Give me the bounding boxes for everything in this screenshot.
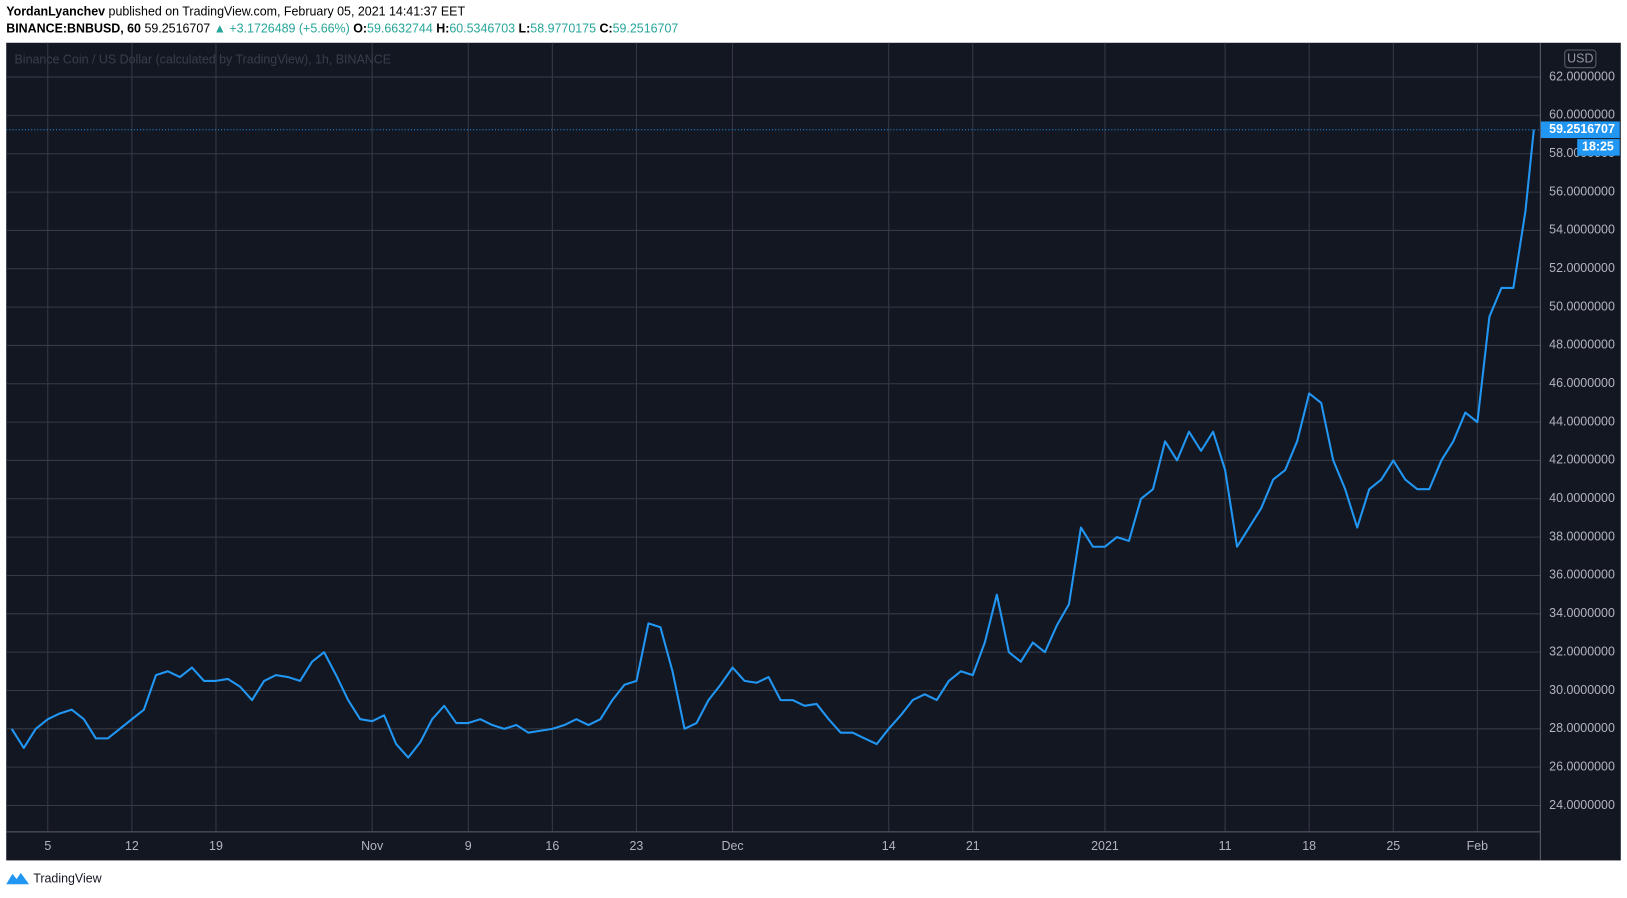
y-tick-label: 34.0000000 (1549, 606, 1615, 620)
x-tick-label: Nov (361, 839, 384, 853)
header-line: YordanLyanchev published on TradingView.… (6, 5, 465, 19)
y-tick-label: 28.0000000 (1549, 721, 1615, 735)
x-tick-label: 25 (1386, 839, 1400, 853)
x-tick-label: 19 (209, 839, 223, 853)
y-tick-label: 42.0000000 (1549, 453, 1615, 467)
author: YordanLyanchev (6, 5, 105, 19)
x-tick-label: 14 (882, 839, 896, 853)
y-tick-label: 60.0000000 (1549, 108, 1615, 122)
x-tick-label: 2021 (1091, 839, 1119, 853)
y-tick-label: 62.0000000 (1549, 69, 1615, 83)
c-label: C: (599, 22, 612, 36)
c: 59.2516707 (613, 22, 679, 36)
x-tick-label: Dec (721, 839, 743, 853)
l: 58.9770175 (530, 22, 596, 36)
y-tick-label: 56.0000000 (1549, 184, 1615, 198)
currency-box (1564, 49, 1597, 69)
price-tag-label: 59.2516707 (1549, 122, 1615, 136)
x-tick-label: 21 (966, 839, 980, 853)
y-tick-label: 26.0000000 (1549, 759, 1615, 773)
y-tick-label: 54.0000000 (1549, 223, 1615, 237)
countdown-tag (1577, 139, 1620, 156)
h-label: H: (436, 22, 449, 36)
y-tick-label: 38.0000000 (1549, 529, 1615, 543)
price-line (10, 129, 1535, 759)
published: published on TradingView.com, February 0… (109, 5, 466, 19)
price-tag (1540, 121, 1620, 139)
x-tick-label: 5 (44, 839, 51, 853)
x-tick-label: 18 (1302, 839, 1316, 853)
logo-icon (6, 872, 30, 885)
h: 60.5346703 (449, 22, 515, 36)
footer-logo: TradingView (6, 871, 103, 885)
x-tick-label: 16 (545, 839, 559, 853)
x-tick-label: 12 (125, 839, 139, 853)
countdown: 18:25 (1582, 140, 1614, 154)
y-tick-label: 30.0000000 (1549, 683, 1615, 697)
l-label: L: (519, 22, 531, 36)
x-tick-label: 23 (630, 839, 644, 853)
change: ▲ +3.1726489 (+5.66%) (214, 22, 350, 36)
last: 59.2516707 (144, 22, 210, 36)
grid (6, 42, 1540, 832)
y-tick-label: 32.0000000 (1549, 644, 1615, 658)
y-tick-label: 44.0000000 (1549, 414, 1615, 428)
footer-brand: TradingView (33, 871, 102, 885)
y-tick-label: 50.0000000 (1549, 299, 1615, 313)
y-tick-label: 48.0000000 (1549, 338, 1615, 352)
y-tick-label: 40.0000000 (1549, 491, 1615, 505)
x-tick-label: 11 (1219, 839, 1232, 853)
watermark: Binance Coin / US Dollar (calculated by … (15, 53, 392, 67)
ohlc-line: BINANCE:BNBUSD, 60 59.2516707 ▲ +3.17264… (6, 22, 678, 36)
symbol: BINANCE:BNBUSD, 60 (6, 22, 141, 36)
y-tick-label: 52.0000000 (1549, 261, 1615, 275)
y-tick-label: 36.0000000 (1549, 568, 1615, 582)
o: 59.6632744 (367, 22, 433, 36)
currency: USD (1567, 52, 1593, 66)
x-tick-label: 9 (465, 839, 472, 853)
y-tick-label: 46.0000000 (1549, 376, 1615, 390)
chart-background (6, 42, 1621, 861)
y-tick-label: 24.0000000 (1549, 798, 1615, 812)
o-label: O: (353, 22, 367, 36)
x-tick-label: Feb (1467, 839, 1489, 853)
